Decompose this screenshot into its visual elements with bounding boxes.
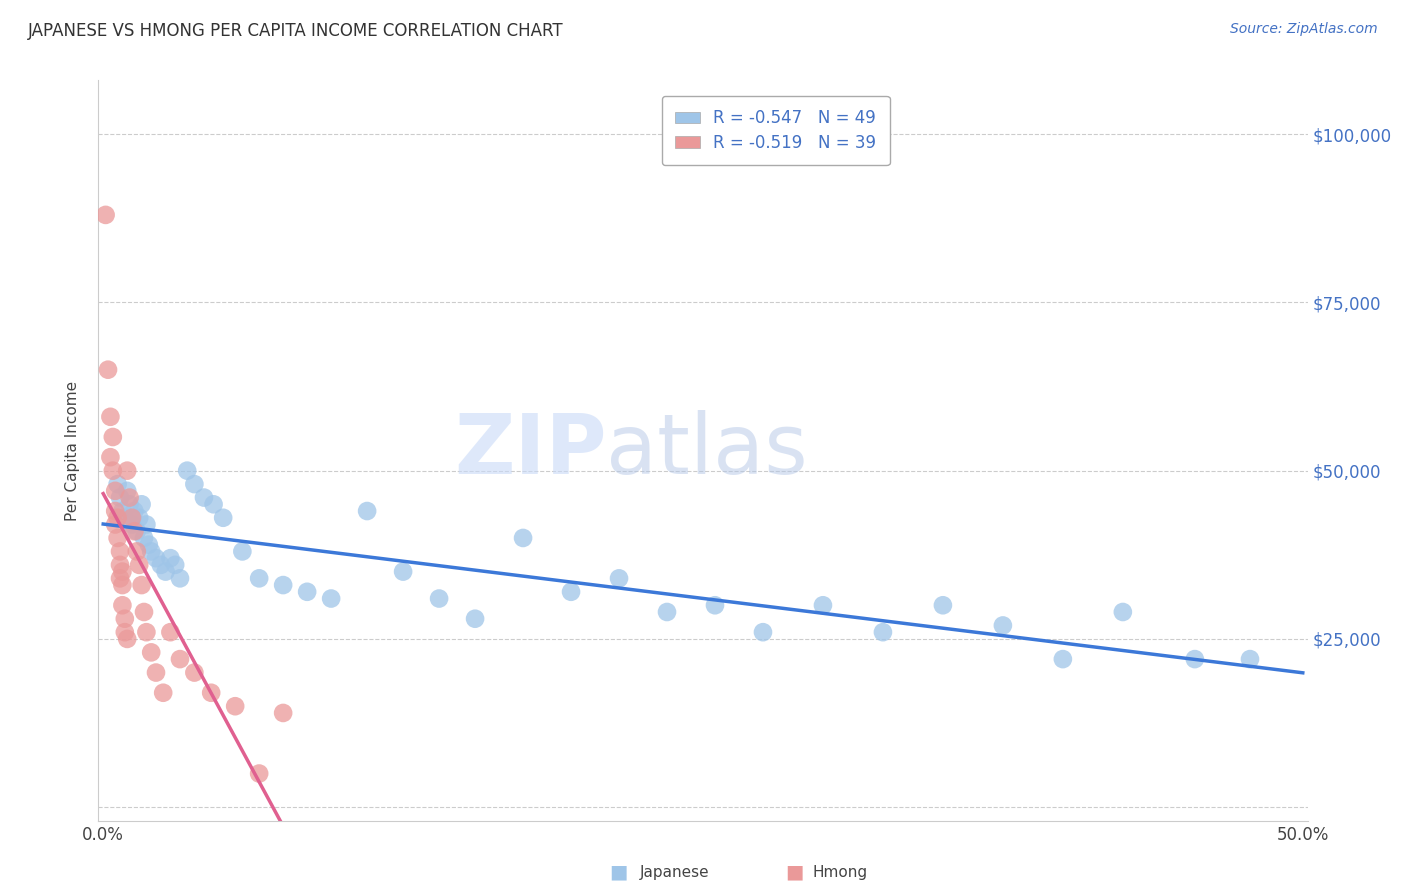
Point: [247, 571, 270, 585]
Point: [193, 491, 215, 505]
Point: [132, 605, 155, 619]
Y-axis label: Per Capita Income: Per Capita Income: [65, 380, 80, 521]
Point: [224, 699, 246, 714]
Point: [145, 551, 167, 566]
Point: [104, 483, 127, 498]
Point: [104, 504, 127, 518]
Point: [108, 558, 131, 572]
Point: [125, 544, 148, 558]
Legend: R = -0.547   N = 49, R = -0.519   N = 39: R = -0.547 N = 49, R = -0.519 N = 39: [662, 96, 890, 165]
Point: [607, 571, 630, 585]
Point: [202, 497, 225, 511]
Point: [512, 531, 534, 545]
Point: [118, 497, 141, 511]
Point: [104, 517, 127, 532]
Point: [108, 491, 131, 505]
Point: [752, 625, 775, 640]
Point: [108, 544, 131, 558]
Point: [107, 477, 129, 491]
Point: [115, 632, 138, 646]
Point: [169, 571, 191, 585]
Point: [124, 504, 146, 518]
Point: [114, 612, 136, 626]
Point: [392, 565, 415, 579]
Point: [135, 517, 157, 532]
Point: [135, 625, 157, 640]
Text: Source: ZipAtlas.com: Source: ZipAtlas.com: [1230, 22, 1378, 37]
Point: [1112, 605, 1135, 619]
Point: [1052, 652, 1074, 666]
Point: [124, 524, 146, 539]
Point: [138, 538, 160, 552]
Point: [1184, 652, 1206, 666]
Point: [655, 605, 678, 619]
Point: [872, 625, 894, 640]
Point: [111, 565, 134, 579]
Point: [125, 524, 148, 539]
Point: [145, 665, 167, 680]
Point: [121, 517, 143, 532]
Point: [932, 599, 955, 613]
Point: [212, 510, 235, 524]
Point: [159, 551, 181, 566]
Point: [111, 578, 134, 592]
Point: [101, 430, 124, 444]
Point: [108, 571, 131, 585]
Point: [141, 544, 163, 558]
Point: [107, 531, 129, 545]
Point: [107, 510, 129, 524]
Point: [271, 578, 294, 592]
Text: ZIP: ZIP: [454, 410, 606, 491]
Text: atlas: atlas: [606, 410, 808, 491]
Point: [100, 409, 122, 424]
Point: [152, 686, 174, 700]
Point: [271, 706, 294, 720]
Point: [118, 491, 141, 505]
Point: [247, 766, 270, 780]
Point: [114, 625, 136, 640]
Point: [111, 599, 134, 613]
Point: [132, 531, 155, 545]
Point: [1239, 652, 1261, 666]
Text: ■: ■: [785, 863, 804, 882]
Point: [114, 510, 136, 524]
Point: [464, 612, 486, 626]
Point: [97, 362, 120, 376]
Point: [94, 208, 117, 222]
Point: [183, 665, 205, 680]
Point: [704, 599, 727, 613]
Point: [183, 477, 205, 491]
Point: [427, 591, 450, 606]
Point: [115, 464, 138, 478]
Point: [295, 584, 318, 599]
Text: ■: ■: [609, 863, 628, 882]
Point: [560, 584, 582, 599]
Point: [159, 625, 181, 640]
Point: [111, 504, 134, 518]
Point: [149, 558, 172, 572]
Point: [115, 483, 138, 498]
Text: Japanese: Japanese: [640, 865, 710, 880]
Point: [131, 578, 153, 592]
Point: [131, 497, 153, 511]
Point: [165, 558, 187, 572]
Point: [176, 464, 198, 478]
Point: [155, 565, 177, 579]
Text: Hmong: Hmong: [813, 865, 868, 880]
Point: [231, 544, 253, 558]
Point: [811, 599, 834, 613]
Point: [128, 558, 150, 572]
Point: [200, 686, 222, 700]
Point: [991, 618, 1014, 632]
Text: JAPANESE VS HMONG PER CAPITA INCOME CORRELATION CHART: JAPANESE VS HMONG PER CAPITA INCOME CORR…: [28, 22, 564, 40]
Point: [321, 591, 343, 606]
Point: [169, 652, 191, 666]
Point: [356, 504, 378, 518]
Point: [128, 510, 150, 524]
Point: [101, 464, 124, 478]
Point: [121, 510, 143, 524]
Point: [141, 645, 163, 659]
Point: [100, 450, 122, 465]
